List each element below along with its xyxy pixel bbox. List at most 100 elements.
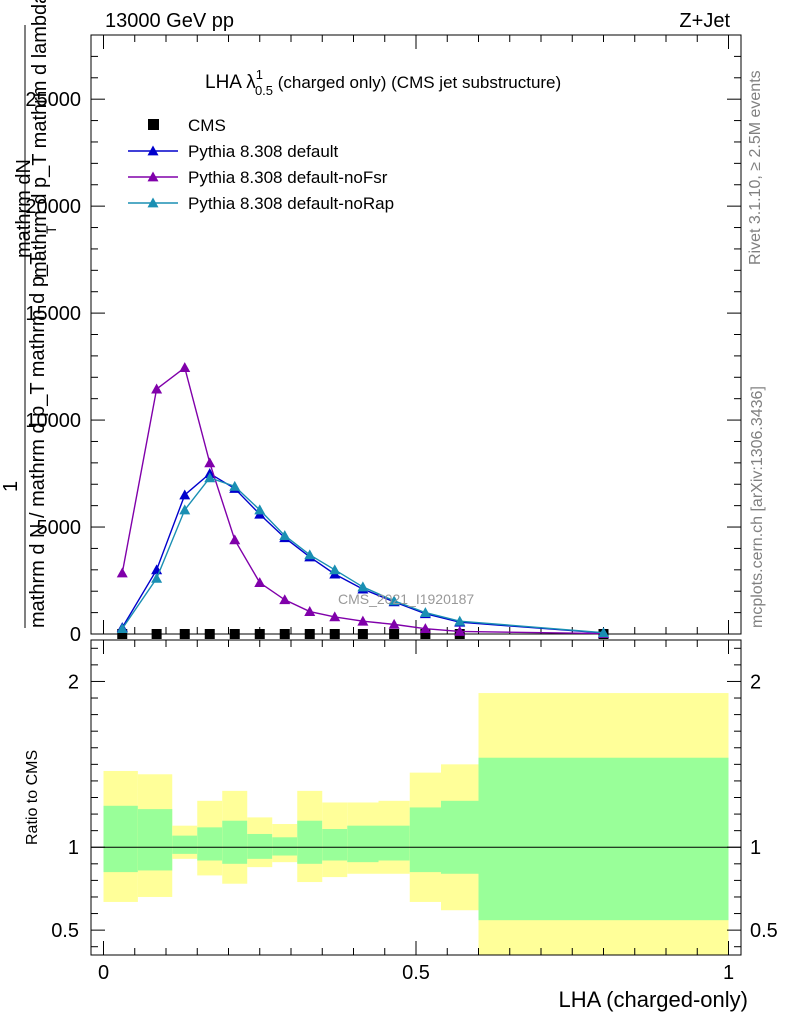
legend-label: Pythia 8.308 default-noRap — [188, 194, 394, 213]
main-ytick-label: 5000 — [37, 517, 82, 539]
series-point — [329, 564, 341, 575]
ratio-band-inner — [347, 825, 379, 863]
ratio-band-inner — [322, 829, 348, 861]
rivet-label: Rivet 3.1.10, ≥ 2.5M events — [747, 70, 764, 265]
series-point — [151, 383, 163, 394]
series-point — [204, 457, 216, 468]
ratio-band-inner — [297, 820, 323, 864]
series-point — [454, 625, 466, 636]
header-left: 13000 GeV pp — [105, 10, 234, 32]
ratio-ytick-label-right: 2 — [750, 671, 761, 693]
series-point — [388, 618, 400, 629]
ratio-ytick-label-right: 1 — [750, 837, 761, 859]
main-ytick-label: 10000 — [25, 410, 81, 432]
ratio-ylabel: Ratio to CMS — [24, 750, 41, 845]
main-ytick-label: 0 — [70, 624, 81, 646]
series-point — [454, 615, 466, 626]
ratio-band-inner — [378, 825, 410, 861]
ratio-band-inner — [247, 833, 273, 859]
cms-point — [229, 629, 240, 639]
ylabel-line-3: 1 — [0, 481, 22, 492]
series-point — [204, 472, 216, 483]
ratio-ytick-label-left: 2 — [68, 671, 79, 693]
legend-entry: Pythia 8.308 default-noRap — [128, 194, 394, 213]
title-sup: 1 — [256, 67, 263, 82]
xtick-label: 1 — [723, 962, 734, 984]
series-point — [254, 577, 266, 588]
ylabel-line-1: mathrm dN — [13, 159, 35, 258]
watermark: CMS_2021_I1920187 — [338, 591, 474, 607]
cms-point — [179, 629, 190, 639]
series-point — [254, 504, 266, 515]
legend-entry: Pythia 8.308 default-noFsr — [128, 168, 388, 187]
cms-point — [420, 629, 431, 639]
series-point — [279, 530, 291, 540]
ratio-band-inner — [441, 800, 479, 874]
series-point — [229, 480, 241, 491]
cms-point — [304, 629, 315, 639]
legend-label: CMS — [188, 116, 226, 135]
ratio-panel: 0.5 0.5 1 1 2 2 0 0.5 1 — [51, 639, 778, 984]
title-sub: 0.5 — [255, 83, 273, 98]
cms-point — [204, 629, 215, 639]
series-point — [304, 606, 316, 616]
main-ylabel: mathrm dN mathrm d p_T mathrm d lambda 1… — [0, 0, 59, 628]
ratio-band-inner — [409, 807, 441, 873]
series-point — [179, 489, 191, 500]
legend-label: Pythia 8.308 default-noFsr — [188, 168, 388, 187]
cms-point — [279, 629, 290, 639]
series-point — [357, 581, 369, 592]
xtick-label: 0.5 — [402, 962, 430, 984]
series-line — [121, 366, 604, 635]
ylabel-line-4: mathrm d N / mathrm d p_T mathrm d p_T — [27, 253, 49, 628]
plot-title: LHA λ1 0.5 (charged only) (CMS jet substr… — [205, 67, 561, 98]
series-point — [229, 534, 241, 545]
legend-marker — [147, 145, 159, 156]
legend-marker — [147, 171, 159, 182]
cms-point — [357, 629, 368, 639]
series-point — [179, 504, 191, 515]
cms-point — [389, 629, 400, 639]
series-point — [388, 595, 400, 606]
series-point — [151, 572, 163, 583]
main-ytick-label: 15000 — [25, 303, 81, 325]
series-point — [179, 362, 191, 373]
legend-entry: Pythia 8.308 default — [128, 142, 339, 161]
ratio-band-inner — [478, 757, 729, 921]
series-point — [116, 623, 128, 634]
series-pythia-8-308-default-norap — [116, 472, 609, 638]
legend-label: Pythia 8.308 default — [188, 142, 339, 161]
ratio-band-inner — [103, 805, 138, 873]
ratio-ytick-label-left: 0.5 — [51, 920, 79, 942]
series-point — [279, 594, 291, 605]
title-rest: (charged only) (CMS jet substructure) — [273, 73, 561, 92]
cms-point — [329, 629, 340, 639]
ylabel-line-2: mathrm d p_T mathrm d lambda — [29, 0, 51, 278]
series-point — [116, 567, 128, 578]
series-line — [121, 472, 604, 634]
ratio-band-inner — [172, 835, 198, 854]
series-point — [329, 611, 341, 622]
series-line — [121, 477, 604, 634]
ylabel-sub: T — [43, 225, 59, 234]
legend-entry: CMS — [148, 116, 226, 135]
series-point — [357, 615, 369, 626]
main-ytick-label: 25000 — [25, 89, 81, 111]
series-point — [598, 627, 609, 638]
series-point — [419, 623, 431, 634]
cms-point — [117, 629, 128, 639]
mcplots-label: mcplots.cern.ch [arXiv:1306.3436] — [749, 386, 766, 628]
series-point — [419, 607, 431, 618]
legend-marker — [148, 119, 159, 130]
ratio-band-inner — [137, 809, 173, 871]
main-panel: 0 5000 10000 15000 20000 25000 CMS Pythia 8.308… — [25, 34, 742, 646]
header-right: Z+Jet — [679, 10, 730, 32]
xtick-label: 0 — [98, 962, 109, 984]
series-pythia-8-308-default — [116, 468, 609, 638]
ratio-band-inner — [272, 837, 298, 856]
xlabel: LHA (charged-only) — [558, 987, 748, 1012]
ratio-band-inner — [197, 827, 223, 861]
series-point — [304, 549, 316, 560]
ratio-ytick-label-right: 0.5 — [750, 920, 778, 942]
